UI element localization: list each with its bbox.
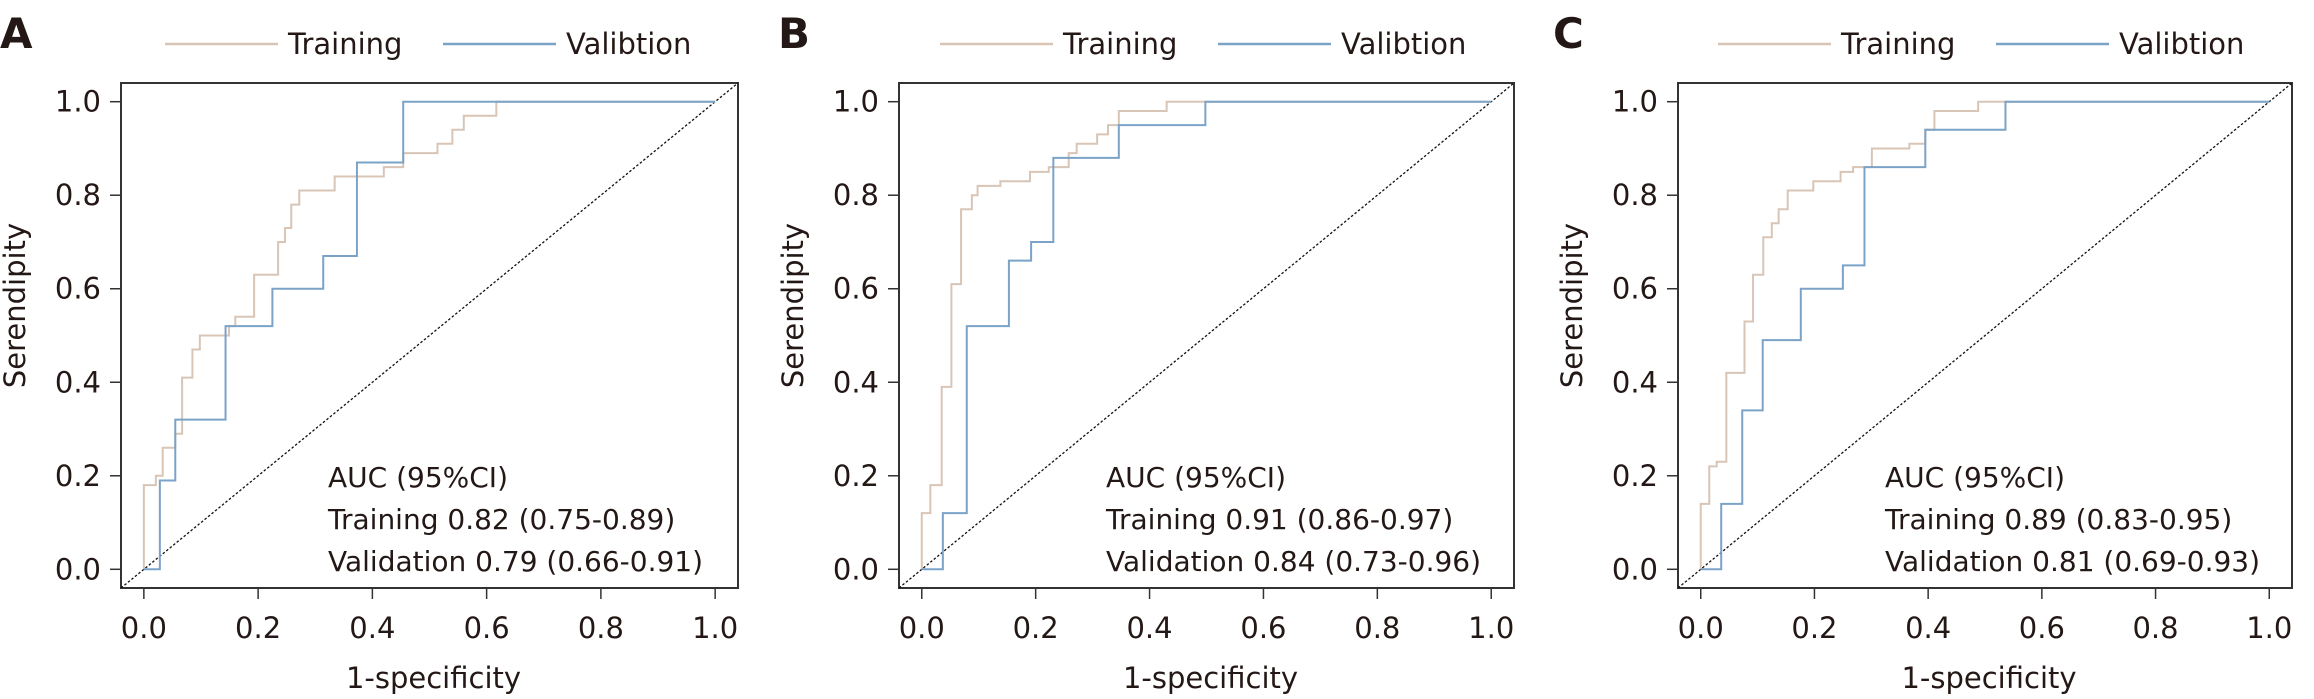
- x-tick-label: 0.8: [2132, 611, 2178, 645]
- y-tick-label: 0.2: [1612, 459, 1658, 493]
- legend: Training Valibtion: [1718, 27, 2244, 61]
- x-tick-label: 0.6: [464, 611, 510, 645]
- y-axis-title: Serendipity: [1555, 223, 1589, 388]
- y-tick-label: 0.6: [1612, 272, 1658, 306]
- training-roc-curve: [920, 100, 1492, 570]
- y-tick-label: 0.0: [55, 552, 101, 586]
- roc-panel-a: A Training Valibtion 0.0 0.2 0.4 0.6 0.8 1.0 0.0 0…: [0, 9, 739, 695]
- legend-label-validation: Valibtion: [2119, 27, 2244, 61]
- validation-roc-curve: [143, 100, 716, 571]
- x-tick-label: 0.2: [235, 611, 281, 645]
- x-tick-label: 0.6: [1240, 611, 1286, 645]
- legend-label-validation: Valibtion: [566, 27, 691, 61]
- x-axis-title: 1-specificity: [1901, 661, 2076, 695]
- legend-label-training: Training: [1840, 27, 1955, 61]
- x-tick-label: 0.0: [1678, 611, 1724, 645]
- x-tick-label: 0.2: [1013, 611, 1059, 645]
- y-tick-label: 0.2: [55, 459, 101, 493]
- y-tick-label: 1.0: [55, 85, 101, 119]
- y-tick-label: 0.6: [55, 272, 101, 306]
- auc-header: AUC (95%CI): [1106, 461, 1286, 494]
- x-tick-label: 0.4: [1126, 611, 1172, 645]
- y-tick-label: 0.6: [833, 272, 879, 306]
- legend-label-training: Training: [1062, 27, 1177, 61]
- auc-annotation: AUC (95%CI) Training 0.89 (0.83-0.95) Vali…: [1884, 461, 2260, 578]
- auc-annotation: AUC (95%CI) Training 0.82 (0.75-0.89) Vali…: [327, 461, 703, 578]
- y-axis-title: Serendipity: [776, 223, 810, 388]
- y-tick-label: 0.4: [1612, 365, 1658, 399]
- y-tick-label: 0.8: [55, 178, 101, 212]
- auc-validation: Validation 0.84 (0.73-0.96): [1106, 545, 1481, 578]
- x-tick-label: 0.6: [2019, 611, 2065, 645]
- plot-frame: [120, 82, 739, 589]
- reference-diagonal: [1677, 82, 2293, 589]
- roc-panel-c: C Training Valibtion 0.0 0.2 0.4 0.6 0.8 1.0 0.0 0…: [1553, 9, 2293, 695]
- x-tick-label: 0.8: [578, 611, 624, 645]
- y-tick-label: 0.0: [1612, 552, 1658, 586]
- roc-panel-b: B Training Valibtion 0.0 0.2 0.4 0.6 0.8 1.0 0.0 0…: [776, 9, 1515, 695]
- validation-roc-curve: [1700, 100, 2270, 571]
- auc-training: Training 0.82 (0.75-0.89): [327, 503, 675, 536]
- y-tick-label: 0.8: [1612, 178, 1658, 212]
- x-tick-label: 1.0: [692, 611, 738, 645]
- reference-diagonal: [120, 82, 739, 589]
- y-tick-label: 1.0: [833, 85, 879, 119]
- y-tick-label: 0.8: [833, 178, 879, 212]
- y-tick-label: 0.4: [833, 365, 879, 399]
- plot-frame: [1677, 82, 2293, 589]
- y-tick-label: 0.4: [55, 365, 101, 399]
- legend: Training Valibtion: [165, 27, 691, 61]
- validation-roc-curve: [921, 100, 1492, 571]
- y-tick-label: 0.0: [833, 552, 879, 586]
- auc-validation: Validation 0.81 (0.69-0.93): [1885, 545, 2260, 578]
- plot-frame: [898, 82, 1515, 589]
- x-tick-label: 0.0: [899, 611, 945, 645]
- x-tick-label: 0.0: [121, 611, 167, 645]
- x-tick-label: 1.0: [2246, 611, 2292, 645]
- x-axis-title: 1-specificity: [346, 661, 521, 695]
- legend: Training Valibtion: [940, 27, 1466, 61]
- auc-validation: Validation 0.79 (0.66-0.91): [328, 545, 703, 578]
- x-tick-label: 0.4: [1905, 611, 1951, 645]
- auc-training: Training 0.91 (0.86-0.97): [1105, 503, 1453, 536]
- y-tick-label: 1.0: [1612, 85, 1658, 119]
- panel-letter: A: [0, 9, 33, 58]
- auc-training: Training 0.89 (0.83-0.95): [1884, 503, 2232, 536]
- y-axis-title: Serendipity: [0, 223, 32, 388]
- x-tick-label: 0.8: [1354, 611, 1400, 645]
- auc-annotation: AUC (95%CI) Training 0.91 (0.86-0.97) Vali…: [1105, 461, 1481, 578]
- auc-header: AUC (95%CI): [328, 461, 508, 494]
- legend-label-training: Training: [287, 27, 402, 61]
- x-tick-label: 1.0: [1468, 611, 1514, 645]
- y-tick-label: 0.2: [833, 459, 879, 493]
- reference-diagonal: [898, 82, 1515, 589]
- panel-letter: B: [778, 9, 810, 58]
- panel-letter: C: [1553, 9, 1584, 58]
- x-axis-title: 1-specificity: [1123, 661, 1298, 695]
- x-tick-label: 0.2: [1791, 611, 1837, 645]
- legend-label-validation: Valibtion: [1341, 27, 1466, 61]
- auc-header: AUC (95%CI): [1885, 461, 2065, 494]
- x-tick-label: 0.4: [349, 611, 395, 645]
